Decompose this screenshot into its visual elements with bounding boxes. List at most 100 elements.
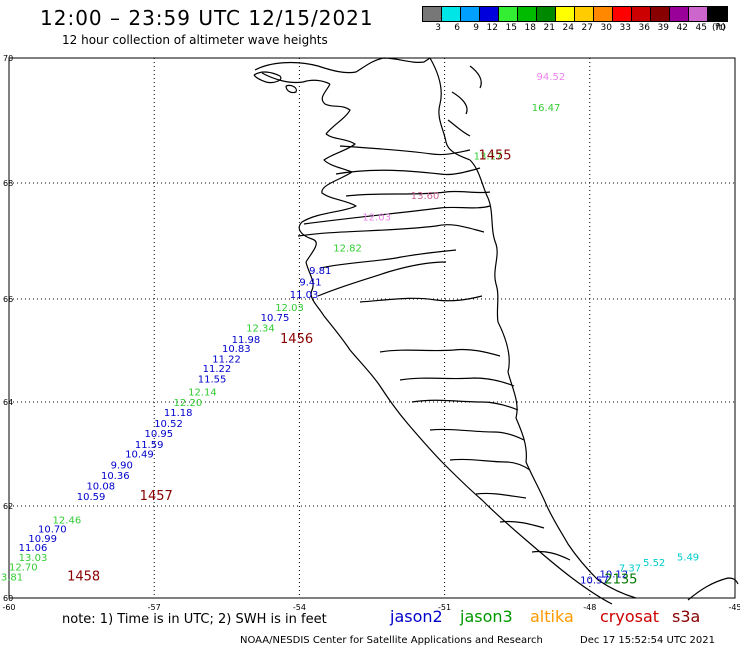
wave-height-reading: 11.55 — [198, 374, 227, 385]
generation-timestamp: Dec 17 15:52:54 UTC 2021 — [580, 635, 715, 646]
wave-height-reading: 10.12 — [599, 569, 628, 580]
wave-height-reading: 5.49 — [677, 552, 699, 563]
legend-label-12: 39 — [657, 23, 669, 33]
wave-height-reading: 10.70 — [38, 525, 67, 536]
wave-height-reading: 10.52 — [154, 419, 183, 430]
latitude-tick-label: 66 — [3, 295, 13, 304]
satellite-legend-item: s3a — [672, 607, 701, 626]
legend-swatch-11 — [632, 7, 651, 21]
wave-height-reading: 13.60 — [411, 191, 440, 202]
wave-height-reading: 12.34 — [246, 323, 275, 334]
wave-height-reading: 12.14 — [188, 387, 217, 398]
legend-swatch-4 — [499, 7, 518, 21]
wave-height-reading: 13.17 — [474, 151, 503, 162]
legend-label-14: 45 — [695, 23, 707, 33]
legend-label-0: 3 — [435, 23, 441, 33]
latitude-tick-label: 68 — [3, 179, 13, 188]
wave-height-reading: 12.03 — [275, 303, 304, 314]
legend-label-13: 42 — [676, 23, 688, 33]
pass-time-label: 2135 — [604, 572, 637, 587]
wave-height-reading: 10.08 — [86, 481, 115, 492]
legend-swatch-3 — [480, 7, 499, 21]
satellite-legend-item: cryosat — [600, 607, 660, 626]
wave-height-reading: 10.57 — [580, 575, 609, 586]
wave-height-reading: 9.41 — [299, 278, 321, 289]
pass-time-label: 1455 — [478, 148, 511, 163]
pass-time-label: 1456 — [280, 332, 313, 347]
pass-time-label: 1458 — [67, 570, 100, 585]
legend-swatch-2 — [461, 7, 480, 21]
wave-height-reading: 10.49 — [125, 450, 154, 461]
wave-height-reading: 11.18 — [164, 408, 193, 419]
legend-swatch-5 — [518, 7, 537, 21]
legend-swatch-1 — [442, 7, 461, 21]
map-axis-labels: -60 -57 -54 -51 -48 -45 70 68 66 64 62 60 — [2, 54, 740, 612]
wave-height-reading: 10.59 — [77, 492, 106, 503]
satellite-legend-item: jason2 — [390, 607, 443, 626]
wave-height-reading: 7.37 — [619, 563, 641, 574]
legend-swatch-6 — [537, 7, 556, 21]
credit-line: NOAA/NESDIS Center for Satellite Applica… — [240, 635, 543, 646]
legend-label-2: 9 — [473, 23, 479, 33]
legend-swatch-12 — [651, 7, 670, 21]
longitude-tick-label: -51 — [438, 603, 451, 612]
legend-label-7: 24 — [562, 23, 574, 33]
legend-swatch-8 — [575, 7, 594, 21]
wave-height-reading: 13.03 — [19, 553, 48, 564]
legend-swatch-10 — [613, 7, 632, 21]
satellite-legend-item: jason3 — [460, 607, 513, 626]
baffin-coast — [253, 71, 297, 94]
longitude-tick-label: -60 — [2, 603, 15, 612]
legend-label-1: 6 — [454, 23, 460, 33]
legend-swatch-14 — [689, 7, 708, 21]
wave-height-readings: 94.5216.4713.1713.6012.0312.829.819.4111… — [0, 72, 699, 586]
wave-height-reading: 10.75 — [261, 313, 290, 324]
page-subtitle: 12 hour collection of altimeter wave hei… — [62, 33, 328, 47]
legend-swatch-15 — [708, 7, 727, 21]
wave-height-reading: 94.52 — [537, 72, 566, 83]
legend-label-6: 21 — [543, 23, 555, 33]
wave-height-reading: 10.83 — [222, 344, 251, 355]
wave-height-reading: 12.20 — [174, 398, 203, 409]
wave-height-reading: 12.46 — [53, 515, 82, 526]
pass-time-label: 1457 — [140, 489, 173, 504]
wave-height-reading: 10.99 — [28, 534, 57, 545]
map-gridlines — [9, 58, 735, 598]
wave-height-reading: 11.06 — [19, 543, 48, 554]
wave-height-reading: 11.22 — [212, 354, 241, 365]
longitude-tick-label: -54 — [293, 603, 306, 612]
longitude-tick-label: -57 — [148, 603, 161, 612]
legend-label-8: 27 — [581, 23, 593, 33]
page-title: 12:00 – 23:59 UTC 12/15/2021 — [40, 6, 374, 30]
wave-height-reading: 11.03 — [290, 290, 319, 301]
legend-unit: (ft) — [712, 23, 726, 33]
latitude-tick-label: 70 — [3, 54, 13, 63]
legend-label-4: 15 — [505, 23, 517, 33]
legend-label-9: 30 — [600, 23, 612, 33]
latitude-tick-label: 60 — [3, 594, 13, 603]
legend-label-3: 12 — [486, 23, 498, 33]
wave-height-reading: 10.95 — [145, 429, 174, 440]
wave-height-reading: 11.59 — [135, 440, 164, 451]
longitude-tick-label: -45 — [728, 603, 740, 612]
legend-label-11: 36 — [638, 23, 650, 33]
legend-swatch-0 — [423, 7, 442, 21]
legend-label-5: 18 — [524, 23, 536, 33]
legend-swatch-13 — [670, 7, 689, 21]
map-frame — [8, 57, 736, 599]
pass-time-labels: 1455 1456 1457 1458 2135 — [67, 148, 637, 587]
wave-height-reading: 12.03 — [362, 213, 391, 224]
legend-label-10: 33 — [619, 23, 631, 33]
wave-height-reading: 12.82 — [333, 243, 362, 254]
latitude-tick-label: 64 — [3, 398, 13, 407]
wave-height-reading: 16.47 — [532, 103, 561, 114]
wave-height-reading: 11.98 — [232, 335, 261, 346]
color-scale-labels: 3 6 9 12 15 18 21 24 27 30 33 36 39 42 45 70 — [422, 23, 726, 33]
latitude-tick-label: 62 — [3, 502, 13, 511]
legend-swatch-9 — [594, 7, 613, 21]
wave-height-reading: 9.81 — [309, 266, 331, 277]
greenland-coastline — [254, 57, 739, 605]
footer-note: note: 1) Time is in UTC; 2) SWH is in fe… — [62, 612, 327, 627]
longitude-tick-label: -48 — [583, 603, 596, 612]
